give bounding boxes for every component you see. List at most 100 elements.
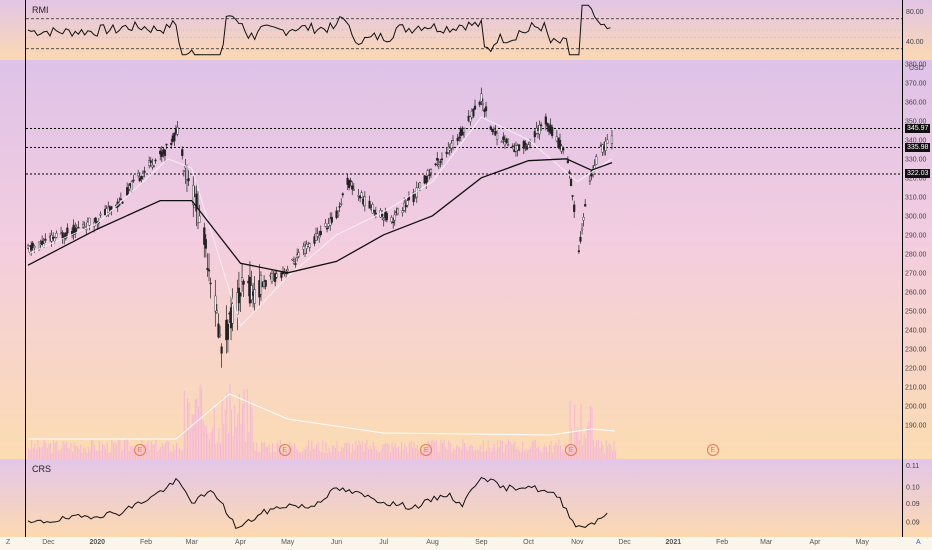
- rmi-pane[interactable]: 80.00 40.00 RMI: [0, 0, 932, 60]
- candle-body: [173, 132, 176, 142]
- candle-body: [240, 277, 244, 282]
- volume-bar: [194, 399, 196, 459]
- volume-bar: [270, 452, 272, 459]
- volume-bar: [245, 442, 247, 459]
- crs-chart: 0.11 0.10 0.09 0.09: [27, 463, 920, 530]
- volume-bar: [498, 447, 500, 459]
- candle-body: [264, 280, 267, 287]
- volume-bar: [153, 444, 155, 459]
- volume-bar: [94, 445, 96, 459]
- volume-bar: [539, 450, 541, 459]
- volume-bar: [34, 443, 36, 459]
- volume-bar: [267, 446, 269, 459]
- volume-bar: [345, 443, 347, 459]
- volume-bar: [102, 443, 103, 459]
- volume-bar: [84, 448, 86, 459]
- candle-body: [231, 303, 234, 324]
- volume-bar: [303, 448, 305, 459]
- price-pane[interactable]: USD 380.00 370.00 360.00 350.00 340.00 330.00 3…: [0, 60, 932, 459]
- volume-bar: [147, 440, 149, 459]
- price-tick-label: 340.00: [905, 137, 927, 144]
- candle-body: [481, 103, 484, 105]
- earnings-marker[interactable]: E: [133, 444, 146, 456]
- volume-bar: [57, 450, 59, 459]
- volume-bar: [467, 450, 469, 459]
- volume-bar: [32, 447, 34, 459]
- volume-bar: [391, 441, 393, 459]
- volume-bar: [443, 439, 445, 459]
- volume-bar: [475, 450, 476, 459]
- earnings-marker[interactable]: E: [706, 444, 719, 456]
- candle-body: [489, 126, 492, 130]
- rmi-tick-label: 40.00: [906, 39, 924, 46]
- volume-bar: [341, 446, 343, 459]
- volume-bar: [465, 447, 467, 459]
- candle-body: [437, 164, 440, 167]
- volume-bar: [350, 452, 352, 459]
- volume-bar: [432, 439, 434, 459]
- candle-body: [176, 127, 179, 135]
- earnings-marker[interactable]: E: [278, 444, 291, 456]
- volume-bar: [259, 452, 261, 459]
- volume-bar: [514, 441, 516, 459]
- earnings-marker[interactable]: E: [565, 444, 578, 456]
- crs-pane[interactable]: 0.11 0.10 0.09 0.09 CRS: [0, 459, 932, 537]
- volume-bar: [369, 445, 371, 459]
- volume-bar: [160, 446, 162, 459]
- candle-body: [37, 241, 41, 250]
- candle-body: [538, 124, 541, 135]
- volume-bar: [254, 451, 256, 459]
- volume-bar: [98, 440, 100, 459]
- volume-bar: [161, 443, 163, 459]
- zoom-reset-button[interactable]: Z: [6, 539, 11, 546]
- volume-bar: [456, 445, 458, 459]
- earnings-marker[interactable]: E: [420, 444, 433, 456]
- volume-bar: [155, 439, 157, 459]
- volume-bar: [246, 389, 248, 459]
- volume-bar: [390, 452, 391, 459]
- time-axis-label: Mar: [760, 539, 773, 546]
- candle-body: [524, 142, 527, 146]
- candle-body: [573, 204, 576, 212]
- volume-bar: [600, 440, 602, 459]
- candle-body: [495, 133, 499, 140]
- volume-bar: [295, 449, 297, 459]
- volume-bar: [500, 440, 502, 459]
- volume-bar: [53, 440, 55, 459]
- volume-bar: [111, 439, 113, 459]
- price-tick-label: 350.00: [905, 118, 927, 125]
- volume-bar: [368, 449, 369, 459]
- volume-bar: [97, 450, 99, 459]
- volume-bar: [216, 442, 218, 459]
- volume-bar: [116, 444, 118, 459]
- volume-bar: [495, 450, 497, 459]
- candle-body: [280, 272, 283, 278]
- candle-body: [220, 346, 223, 354]
- volume-bar: [122, 449, 124, 459]
- volume-bar: [416, 445, 418, 459]
- rmi-line: [27, 4, 611, 56]
- volume-bar: [273, 451, 275, 459]
- candle-body: [368, 200, 371, 209]
- price-tick-label: 370.00: [905, 80, 927, 87]
- time-axis[interactable]: [0, 537, 932, 550]
- rmi-title: RMI: [32, 5, 49, 15]
- volume-bar: [226, 393, 228, 459]
- candle-body: [94, 217, 97, 223]
- volume-bar: [353, 450, 355, 459]
- volume-bar: [150, 441, 152, 459]
- volume-bar: [196, 397, 198, 459]
- candle-body: [319, 230, 322, 235]
- volume-bar: [558, 439, 560, 459]
- volume-bar: [215, 443, 217, 459]
- volume-bar: [492, 447, 494, 459]
- volume-bar: [522, 441, 524, 459]
- time-axis-label: Apr: [809, 539, 821, 546]
- volume-bar: [180, 450, 182, 459]
- auto-scale-button[interactable]: A: [916, 539, 921, 546]
- volume-bar: [586, 426, 588, 459]
- candle-body: [347, 179, 351, 188]
- candle-body: [480, 93, 483, 102]
- time-axis-label: Aug: [426, 539, 439, 546]
- candle-body: [349, 180, 352, 183]
